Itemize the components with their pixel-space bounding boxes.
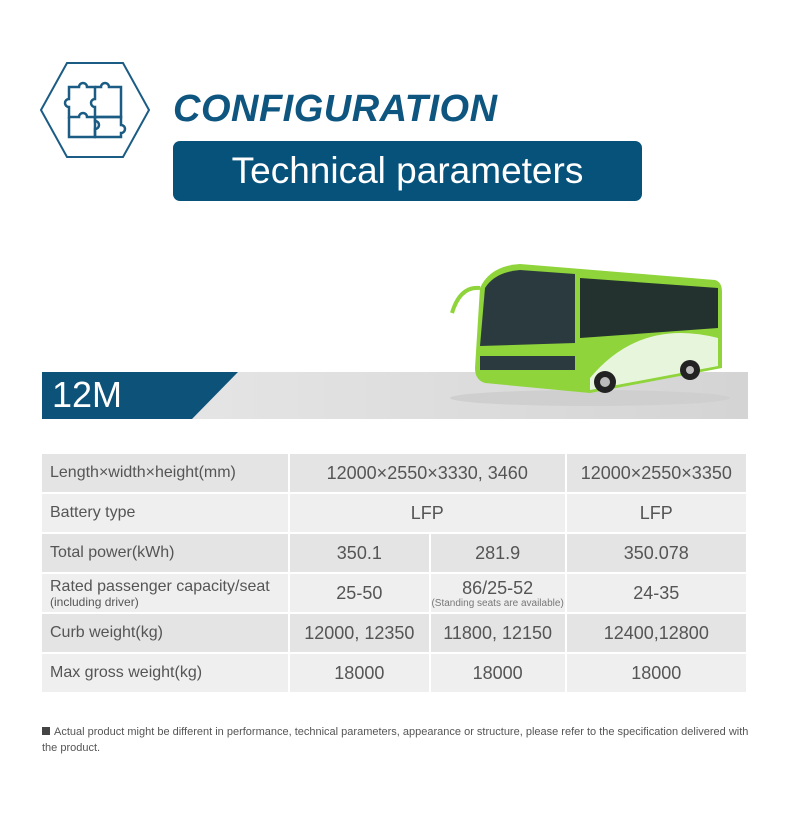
table-row: Max gross weight(kg) 18000 18000 18000 <box>42 654 748 692</box>
puzzle-icon <box>39 62 151 158</box>
cell: 12000×2550×3330, 3460 <box>289 454 567 492</box>
cell: 12400,12800 <box>566 614 748 652</box>
cell: 350.1 <box>289 534 431 572</box>
row-label: Curb weight(kg) <box>42 614 290 652</box>
row-label: Total power(kWh) <box>42 534 290 572</box>
table-row: Total power(kWh) 350.1 281.9 350.078 <box>42 534 748 572</box>
row-label-text: Rated passenger capacity/seat <box>50 578 270 595</box>
cell: LFP <box>289 494 567 532</box>
disclaimer: Actual product might be different in per… <box>42 724 754 756</box>
bus-image <box>450 264 730 406</box>
row-sublabel: (including driver) <box>50 595 139 609</box>
cell: 24-35 <box>566 574 748 612</box>
cell-note: (Standing seats are available) <box>431 597 564 609</box>
cell: 12000×2550×3350 <box>566 454 748 492</box>
model-label: 12M <box>52 374 123 415</box>
page-title: CONFIGURATION <box>173 88 498 130</box>
section-title: Technical parameters <box>173 141 642 201</box>
cell: 11800, 12150 <box>430 614 567 652</box>
cell: 25-50 <box>289 574 431 612</box>
cell: 12000, 12350 <box>289 614 431 652</box>
cell: 86/25-52 (Standing seats are available) <box>430 574 567 612</box>
cell: 281.9 <box>430 534 567 572</box>
cell: LFP <box>566 494 748 532</box>
cell: 350.078 <box>566 534 748 572</box>
row-label: Max gross weight(kg) <box>42 654 290 692</box>
cell-value: 86/25-52 <box>462 577 534 598</box>
spec-table: Length×width×height(mm) 12000×2550×3330,… <box>42 452 748 694</box>
table-row: Battery type LFP LFP <box>42 494 748 532</box>
row-label: Battery type <box>42 494 290 532</box>
table-row: Curb weight(kg) 12000, 12350 11800, 1215… <box>42 614 748 652</box>
bullet-square-icon <box>42 727 50 735</box>
disclaimer-text: Actual product might be different in per… <box>42 726 749 754</box>
table-row: Rated passenger capacity/seat (including … <box>42 574 748 612</box>
table-row: Length×width×height(mm) 12000×2550×3330,… <box>42 454 748 492</box>
row-label: Rated passenger capacity/seat (including … <box>42 574 290 612</box>
cell: 18000 <box>289 654 431 692</box>
row-label: Length×width×height(mm) <box>42 454 290 492</box>
cell: 18000 <box>430 654 567 692</box>
cell: 18000 <box>566 654 748 692</box>
